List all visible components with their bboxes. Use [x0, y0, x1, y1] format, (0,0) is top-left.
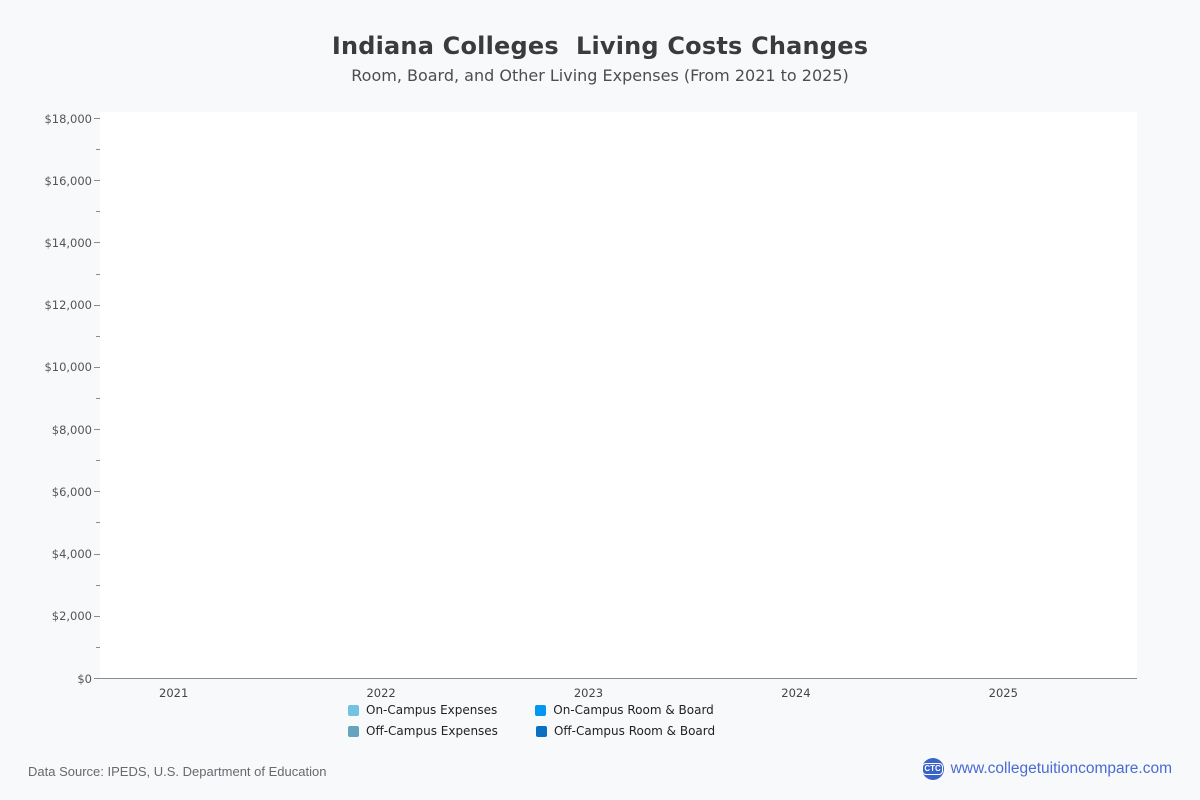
chart-title: Indiana Colleges Living Costs Changes	[331, 32, 869, 60]
minor-tick-15000	[96, 211, 100, 213]
y-axis-label-18000: $18,000	[44, 111, 92, 126]
y-axis-label-14000: $14,000	[44, 235, 92, 250]
major-tick-12000	[94, 304, 100, 306]
y-axis-label-12000: $12,000	[44, 298, 92, 313]
ctc-logo-icon: CTC	[921, 758, 944, 780]
y-axis-label-4000: $4,000	[51, 547, 92, 562]
legend-swatch-icon	[535, 725, 547, 737]
website-link[interactable]: www.collegetuitioncompare.com	[950, 760, 1172, 777]
x-axis-label-2023: 2023	[573, 686, 604, 700]
brand-footer: CTC www.collegetuitioncompare.com	[921, 758, 1172, 780]
minor-tick-3000	[96, 584, 100, 586]
legend-label: On-Campus Room & Board	[553, 703, 714, 717]
legend-item-off-campus-room-board: Off-Campus Room & Board	[535, 722, 716, 740]
x-axis-label-2025: 2025	[988, 686, 1018, 700]
major-tick-18000	[94, 118, 100, 119]
minor-tick-9000	[96, 398, 100, 399]
legend-item-on-campus-room-board: On-Campus Room & Board	[535, 701, 714, 719]
major-tick-8000	[94, 429, 100, 431]
minor-tick-17000	[96, 149, 100, 151]
minor-tick-5000	[96, 522, 100, 524]
chart-subtitle: Room, Board, and Other Living Expenses (…	[351, 66, 849, 85]
major-tick-14000	[94, 242, 100, 244]
major-tick-6000	[94, 491, 100, 493]
minor-tick-11000	[96, 335, 100, 337]
y-axis-label-10000: $10,000	[44, 360, 92, 375]
data-source-note: Data Source: IPEDS, U.S. Department of E…	[28, 764, 327, 779]
y-axis-label-2000: $2,000	[51, 609, 92, 624]
y-axis-label-16000: $16,000	[44, 173, 92, 188]
major-tick-4000	[94, 553, 100, 555]
minor-tick-13000	[96, 273, 100, 275]
y-axis-label-6000: $6,000	[51, 484, 92, 499]
legend-swatch-icon	[535, 704, 547, 716]
major-tick-2000	[94, 615, 100, 617]
x-axis-line	[100, 678, 1137, 679]
legend-label: On-Campus Expenses	[366, 703, 498, 717]
minor-tick-7000	[96, 460, 100, 462]
major-tick-16000	[94, 180, 100, 182]
legend-item-on-campus-expenses: On-Campus Expenses	[348, 701, 497, 719]
x-axis-label-2024: 2024	[781, 686, 811, 700]
major-tick-0	[94, 678, 100, 679]
y-axis-label-8000: $8,000	[51, 422, 92, 437]
plot-background	[100, 112, 1137, 678]
chart-legend: On-Campus Expenses On-Campus Room & Board…	[348, 701, 872, 740]
minor-tick-1000	[96, 646, 100, 648]
major-tick-10000	[94, 366, 100, 368]
legend-label: Off-Campus Room & Board	[553, 724, 716, 738]
ctc-logo-text: CTC	[921, 763, 944, 775]
legend-swatch-icon	[348, 725, 359, 737]
legend-label: Off-Campus Expenses	[366, 724, 498, 738]
x-axis-label-2022: 2022	[366, 686, 396, 700]
legend-swatch-icon	[348, 704, 359, 716]
legend-item-off-campus-expenses: Off-Campus Expenses	[348, 722, 498, 740]
x-axis-label-2021: 2021	[159, 686, 189, 700]
y-axis-label-0: $0	[77, 671, 92, 686]
